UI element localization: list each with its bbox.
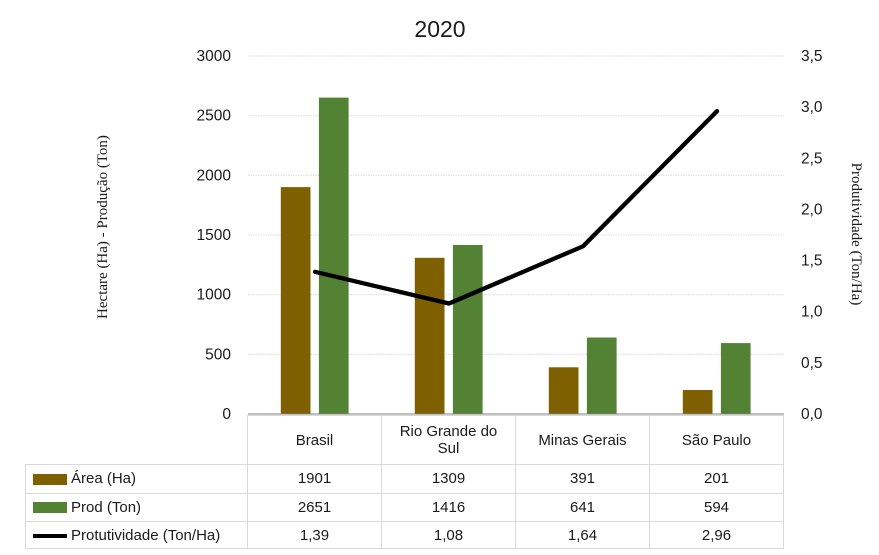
svg-text:1,5: 1,5 xyxy=(801,253,823,270)
svg-text:3,0: 3,0 xyxy=(801,99,823,116)
svg-text:Produtividade (Ton/Ha): Produtividade (Ton/Ha) xyxy=(848,163,864,306)
svg-text:Hectare (Ha) - Produção (Ton): Hectare (Ha) - Produção (Ton) xyxy=(95,135,111,319)
svg-text:3,5: 3,5 xyxy=(801,48,823,65)
svg-text:1500: 1500 xyxy=(197,227,232,244)
svg-text:3000: 3000 xyxy=(197,48,232,65)
svg-text:2,0: 2,0 xyxy=(801,201,823,218)
svg-text:500: 500 xyxy=(205,346,231,363)
svg-text:1,0: 1,0 xyxy=(801,304,823,321)
svg-text:2500: 2500 xyxy=(197,108,232,125)
svg-text:2020: 2020 xyxy=(414,16,465,42)
svg-text:2,5: 2,5 xyxy=(801,150,823,167)
svg-text:1000: 1000 xyxy=(197,287,232,304)
svg-text:2000: 2000 xyxy=(197,167,232,184)
svg-text:0,5: 0,5 xyxy=(801,355,823,372)
